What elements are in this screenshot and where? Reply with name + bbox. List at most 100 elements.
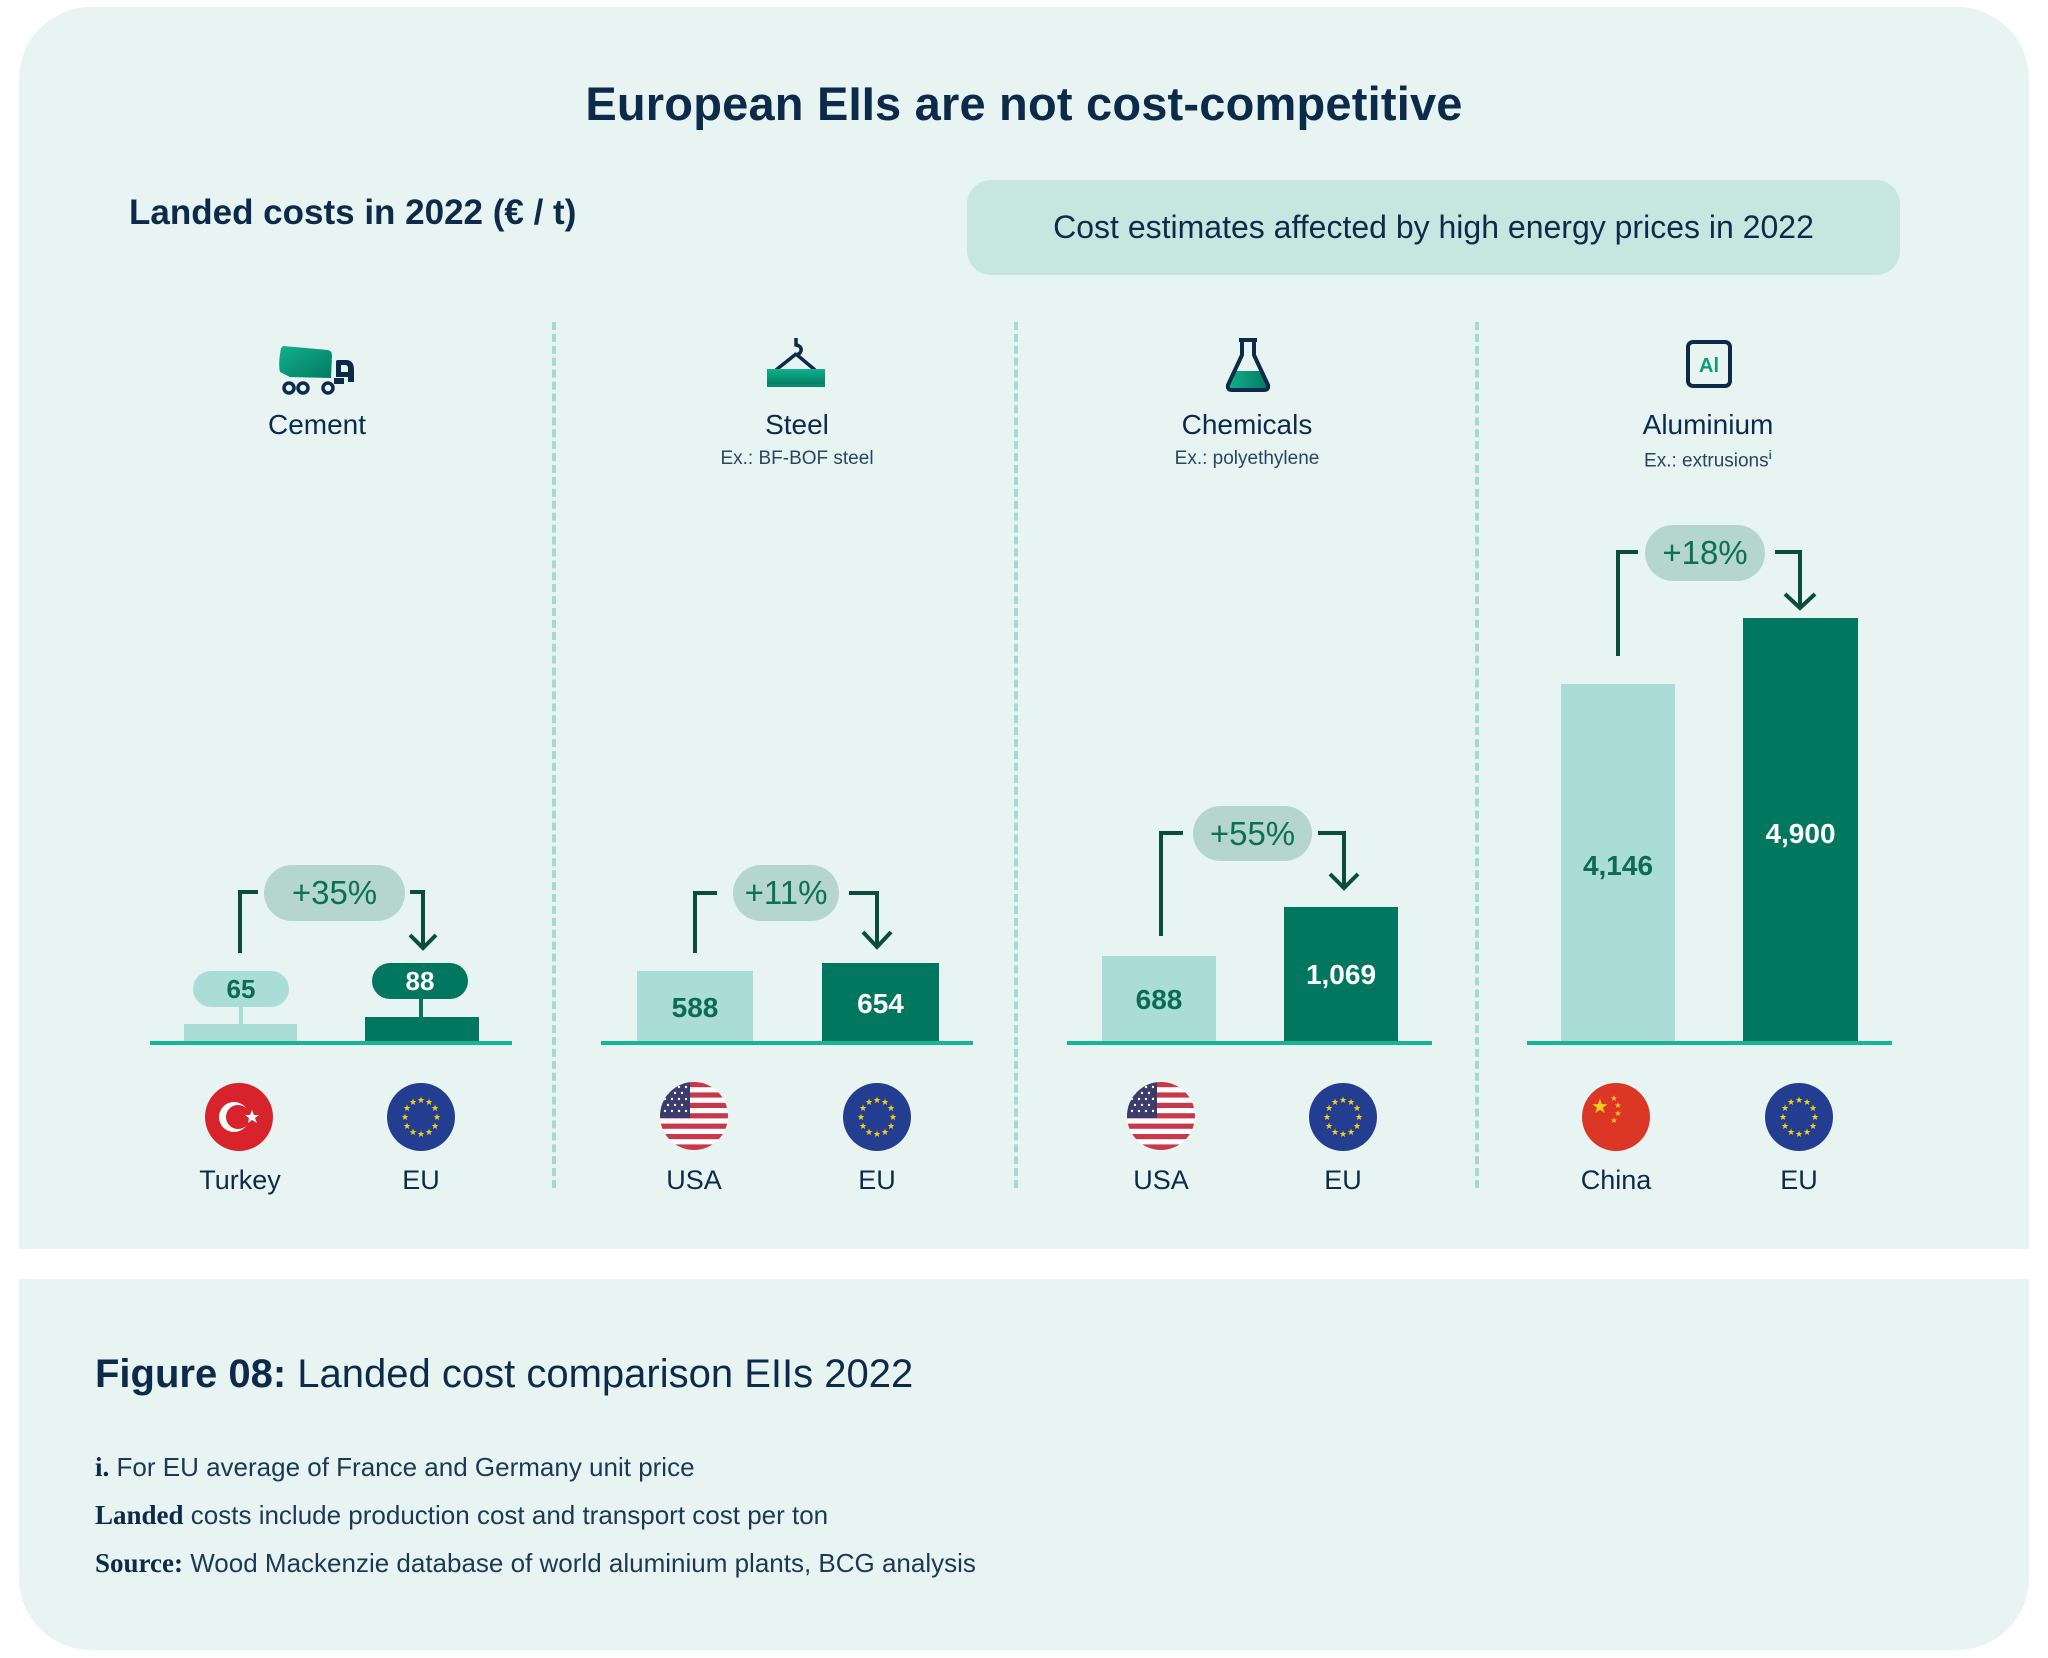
bar-value: 4,900 (1765, 818, 1836, 849)
svg-text:★: ★ (1795, 1096, 1803, 1106)
country-label: China (1580, 1165, 1652, 1195)
baseline (150, 1041, 512, 1045)
flask-icon (1225, 338, 1271, 392)
source-text: Wood Mackenzie database of world alumini… (190, 1548, 976, 1578)
change-bracket-arrow (1159, 831, 1360, 936)
svg-text:★: ★ (881, 1098, 889, 1108)
value-tag-cement-turkey: 65 (193, 971, 289, 1007)
bar-value: 654 (857, 988, 904, 1019)
category-label-chemicals: Chemicals (1181, 409, 1313, 440)
svg-text:★: ★ (1779, 1113, 1787, 1123)
svg-text:★: ★ (1331, 1128, 1339, 1138)
footnote-line: i. For EU average of France and Germany … (95, 1452, 695, 1483)
svg-text:★: ★ (1347, 1098, 1355, 1108)
eu-flag-icon: ★ ★ ★ ★ ★ ★ ★ ★ ★ ★ ★ ★ (1765, 1083, 1833, 1151)
category-example-aluminium: Ex.: extrusionsi (1558, 448, 1858, 472)
country-label: USA (666, 1165, 722, 1195)
source-lead: Source: (95, 1548, 183, 1578)
svg-text:★: ★ (865, 1128, 873, 1138)
category-example-steel: Ex.: BF-BOF steel (720, 448, 874, 469)
svg-text:★: ★ (1325, 1104, 1333, 1114)
bar-chemicals-usa: 688 (1102, 956, 1216, 1043)
figure-caption: Figure 08: Landed cost comparison EIIs 2… (95, 1352, 913, 1397)
source-line: Source: Wood Mackenzie database of world… (95, 1548, 976, 1579)
svg-text:★: ★ (887, 1104, 895, 1114)
svg-text:★: ★ (1809, 1122, 1817, 1132)
svg-text:★: ★ (431, 1122, 439, 1132)
svg-text:★: ★ (425, 1128, 433, 1138)
svg-text:★: ★ (409, 1098, 417, 1108)
svg-text:★: ★ (873, 1130, 881, 1140)
change-bracket-arrow (238, 890, 438, 953)
bar-value: 688 (1135, 984, 1183, 1015)
footnote-marker: i (1768, 448, 1772, 462)
steel-beam-hook-icon (767, 338, 825, 387)
svg-text:★: ★ (1323, 1113, 1331, 1123)
svg-text:★: ★ (1610, 1116, 1617, 1125)
svg-text:★: ★ (1591, 1094, 1609, 1118)
caption-panel (19, 1279, 2029, 1650)
svg-text:Al: Al (1699, 355, 1719, 377)
footnote-text: costs include production cost and transp… (190, 1500, 829, 1530)
svg-text:★: ★ (401, 1113, 409, 1123)
figure-label: Figure 08: (95, 1352, 287, 1396)
svg-text:★: ★ (881, 1128, 889, 1138)
bar-steel-eu: 654 (822, 963, 939, 1043)
bar-value: 1,069 (1305, 959, 1377, 990)
svg-text:★: ★ (1787, 1098, 1795, 1108)
svg-text:★: ★ (425, 1098, 433, 1108)
svg-text:★: ★ (1787, 1128, 1795, 1138)
bar-cement-turkey (184, 1024, 297, 1043)
bar-chemicals-eu: 1,069 (1284, 907, 1398, 1043)
category-example-text: Ex.: extrusions (1644, 450, 1769, 472)
svg-text:★: ★ (887, 1122, 895, 1132)
svg-text:★: ★ (1803, 1128, 1811, 1138)
svg-text:★: ★ (403, 1122, 411, 1132)
svg-text:★: ★ (1781, 1122, 1789, 1132)
value-tag-stem (239, 1005, 243, 1025)
turkey-flag-icon (205, 1083, 273, 1151)
change-badge-aluminium: +18% (1645, 525, 1765, 581)
svg-text:★: ★ (865, 1098, 873, 1108)
svg-text:★: ★ (1331, 1098, 1339, 1108)
country-label: EU (858, 1165, 896, 1195)
footnote-lead: Landed (95, 1500, 184, 1530)
bar-cement-eu (365, 1017, 479, 1043)
change-badge-chemicals: +55% (1193, 806, 1312, 861)
china-flag-icon: ★ ★ ★ ★ ★ (1582, 1083, 1650, 1151)
svg-text:★: ★ (431, 1104, 439, 1114)
svg-text:★: ★ (403, 1104, 411, 1114)
svg-text:★: ★ (1614, 1109, 1621, 1118)
svg-text:★: ★ (1803, 1098, 1811, 1108)
panel-divider (552, 322, 556, 1188)
value-tag-stem (419, 997, 423, 1018)
country-label: Turkey (199, 1165, 281, 1195)
footnote-lead: i. (95, 1452, 110, 1482)
usa-flag-icon (1127, 1082, 1195, 1150)
energy-price-note: Cost estimates affected by high energy p… (967, 180, 1900, 275)
country-label: EU (1780, 1165, 1818, 1195)
category-example-chemicals: Ex.: polyethylene (1174, 448, 1320, 469)
footnote-line: Landed costs include production cost and… (95, 1500, 828, 1531)
svg-text:★: ★ (1339, 1096, 1347, 1106)
bar-aluminium-china: 4,146 (1561, 684, 1675, 1043)
figure-title: Landed cost comparison EIIs 2022 (297, 1352, 914, 1396)
svg-text:★: ★ (433, 1113, 441, 1123)
svg-text:★: ★ (1325, 1122, 1333, 1132)
svg-text:★: ★ (873, 1096, 881, 1106)
bar-steel-usa: 588 (637, 971, 753, 1043)
panel-divider (1014, 322, 1018, 1188)
change-bracket-arrow (693, 891, 893, 953)
country-label: EU (1324, 1165, 1362, 1195)
svg-text:★: ★ (1795, 1130, 1803, 1140)
svg-text:★: ★ (1355, 1113, 1363, 1123)
baseline (1527, 1041, 1892, 1045)
footnote-text: For EU average of France and Germany uni… (116, 1452, 695, 1482)
bar-value: 588 (671, 992, 719, 1023)
svg-text:★: ★ (859, 1104, 867, 1114)
svg-text:★: ★ (1809, 1104, 1817, 1114)
chart-subtitle: Landed costs in 2022 (€ / t) (129, 193, 577, 232)
country-label: USA (1133, 1165, 1189, 1195)
svg-text:★: ★ (1614, 1101, 1621, 1110)
usa-flag-icon (660, 1082, 728, 1150)
